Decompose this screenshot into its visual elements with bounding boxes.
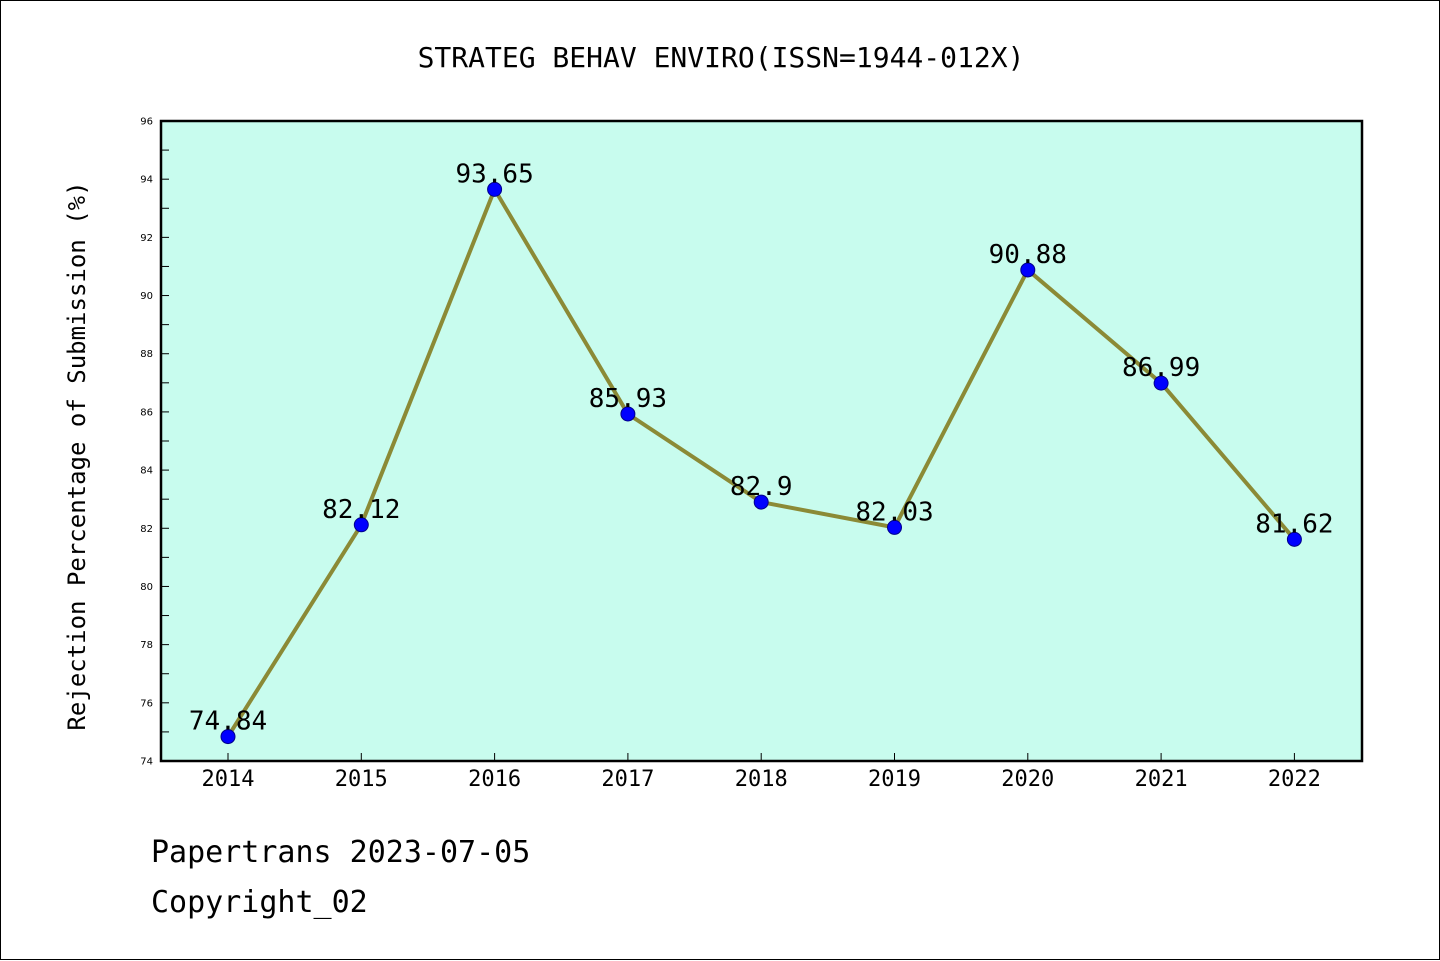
data-label: 90.88 (989, 240, 1067, 270)
data-label: 82.9 (730, 472, 793, 502)
data-label: 93.65 (455, 159, 533, 189)
x-tick-label: 2017 (601, 767, 654, 792)
data-point (220, 729, 236, 745)
data-point (1020, 262, 1036, 278)
plot-area (159, 119, 1364, 763)
x-tick-label: 2019 (868, 767, 921, 792)
x-tick-label: 2016 (468, 767, 521, 792)
x-tick-label: 2014 (202, 767, 255, 792)
x-tick-label: 2021 (1135, 767, 1188, 792)
data-label: 82.12 (322, 495, 400, 525)
y-axis: 74 76 78 80 82 84 86 88 90 92 94 96 (140, 117, 169, 768)
data-label: 86.99 (1122, 353, 1200, 383)
data-point (1286, 531, 1302, 547)
y-tick-label: 86 (140, 407, 153, 418)
data-point (1153, 375, 1169, 391)
data-label: 74.84 (189, 707, 267, 737)
y-tick-label: 88 (140, 349, 153, 360)
data-label: 81.62 (1255, 509, 1333, 539)
y-tick-label: 76 (140, 698, 153, 709)
y-tick-label: 90 (140, 291, 153, 302)
data-point (887, 519, 902, 535)
x-tick-label: 2018 (735, 767, 788, 792)
y-tick-label: 92 (140, 233, 153, 244)
data-markers (220, 181, 1302, 745)
footer-date: Papertrans 2023-07-05 (151, 835, 531, 870)
data-point (353, 517, 369, 533)
data-labels: 74.84 82.12 93.65 85.93 82.9 82.03 90.88 86.99 8… (189, 159, 1334, 736)
data-point (487, 181, 503, 197)
y-tick-label: 80 (140, 582, 153, 593)
x-tick-label: 2020 (1001, 767, 1054, 792)
chart-title: STRATEG BEHAV ENVIRO(ISSN=1944-012X) (418, 41, 1025, 74)
y-tick-label: 84 (140, 466, 153, 477)
data-point (620, 406, 636, 422)
y-tick-label: 94 (140, 175, 153, 186)
y-tick-label: 82 (140, 524, 153, 535)
x-axis: 2014 2015 2016 2017 2018 2019 2020 2021 2022 (202, 753, 1321, 792)
x-tick-label: 2015 (335, 767, 388, 792)
y-tick-label: 74 (140, 757, 153, 768)
y-tick-label: 78 (140, 640, 153, 651)
y-axis-label: Rejection Percentage of Submission (%) (63, 181, 91, 730)
data-label: 82.03 (855, 497, 933, 527)
y-tick-label: 96 (140, 117, 153, 128)
data-label: 85.93 (589, 384, 667, 414)
x-tick-label: 2022 (1268, 767, 1321, 792)
footer-copyright: Copyright_02 (151, 885, 368, 920)
data-point (753, 494, 769, 510)
